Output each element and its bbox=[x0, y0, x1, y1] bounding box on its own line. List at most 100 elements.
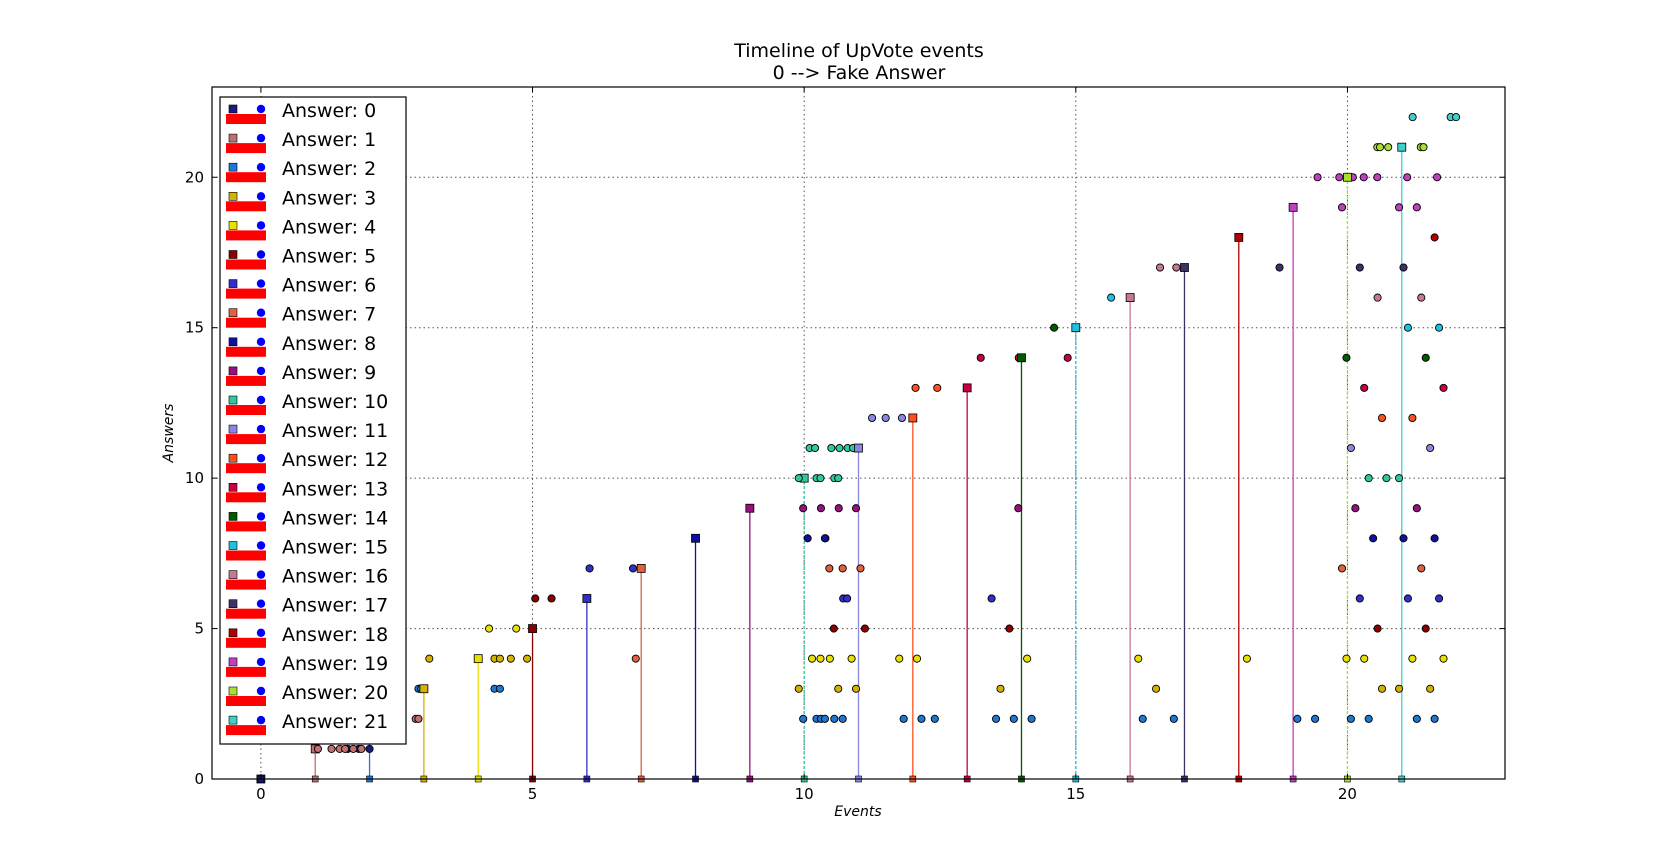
legend-square-swatch bbox=[228, 162, 238, 172]
upvote-point bbox=[1373, 293, 1382, 302]
upvote-point bbox=[868, 413, 877, 423]
legend-label: Answer: 2 bbox=[282, 158, 376, 180]
x-tick-label: 10 bbox=[795, 785, 814, 803]
legend-dot-swatch bbox=[256, 483, 266, 492]
legend-dot-swatch bbox=[256, 686, 266, 696]
legend-dot-swatch bbox=[256, 163, 266, 172]
legend-dot-swatch bbox=[256, 104, 266, 114]
upvote-point bbox=[425, 654, 434, 663]
legend-square-swatch bbox=[228, 104, 238, 114]
upvote-point bbox=[816, 504, 826, 513]
upvote-point bbox=[1419, 143, 1428, 152]
upvote-point bbox=[1375, 143, 1385, 152]
legend-line-swatch bbox=[226, 463, 266, 474]
upvote-point bbox=[917, 714, 926, 723]
legend-dot-swatch bbox=[256, 512, 266, 521]
plot-frame bbox=[211, 86, 1506, 780]
upvote-point bbox=[414, 714, 423, 723]
upvote-point bbox=[1364, 714, 1373, 723]
legend-square-swatch bbox=[228, 424, 238, 434]
upvote-point bbox=[1337, 564, 1347, 573]
answer-marker bbox=[582, 594, 592, 603]
upvote-point bbox=[1063, 353, 1072, 362]
upvote-point bbox=[1364, 474, 1373, 483]
legend-label: Answer: 18 bbox=[282, 624, 388, 646]
answer-stems bbox=[314, 147, 1403, 779]
upvote-point bbox=[810, 443, 820, 453]
upvote-point bbox=[628, 564, 638, 573]
upvote-point bbox=[834, 504, 843, 513]
upvote-point bbox=[1426, 684, 1435, 693]
upvote-point bbox=[820, 714, 829, 723]
upvote-point bbox=[895, 654, 904, 663]
legend-line-swatch bbox=[226, 288, 266, 299]
upvote-point bbox=[1373, 173, 1382, 182]
x-tick-label: 20 bbox=[1338, 785, 1357, 803]
upvote-point bbox=[803, 534, 812, 543]
legend-square-swatch bbox=[228, 512, 238, 521]
legend-line-swatch bbox=[226, 696, 266, 706]
upvote-point bbox=[313, 744, 322, 753]
upvote-point bbox=[357, 744, 366, 753]
upvote-point bbox=[1452, 113, 1461, 122]
legend-label: Answer: 5 bbox=[282, 246, 376, 268]
answer-marker bbox=[528, 624, 537, 633]
upvote-point bbox=[996, 684, 1005, 693]
legend-label: Answer: 1 bbox=[282, 129, 376, 151]
upvote-point bbox=[349, 744, 358, 753]
legend-dot-swatch bbox=[256, 250, 266, 259]
upvote-point bbox=[1005, 624, 1014, 633]
upvote-point bbox=[1355, 594, 1364, 603]
y-axis-label: Answers bbox=[161, 404, 177, 464]
upvote-point bbox=[829, 624, 838, 633]
legend-dot-swatch bbox=[256, 308, 266, 317]
legend-line-swatch bbox=[226, 434, 266, 445]
legend: Answer: 0 Answer: 1 Answer: 2 Answer: 3 Answ… bbox=[219, 96, 407, 745]
legend-label: Answer: 8 bbox=[282, 333, 376, 355]
answer-marker bbox=[1288, 202, 1298, 212]
legend-square-swatch bbox=[228, 337, 238, 347]
x-tick-label: 0 bbox=[256, 785, 266, 803]
upvote-point bbox=[881, 413, 890, 423]
upvote-point bbox=[1395, 684, 1404, 693]
legend-dot-swatch bbox=[256, 657, 266, 667]
upvote-point bbox=[1342, 654, 1351, 663]
upvote-point bbox=[1430, 714, 1439, 723]
legend-label: Answer: 9 bbox=[282, 362, 376, 384]
upvote-point bbox=[1408, 413, 1417, 423]
legend-line-swatch bbox=[226, 608, 266, 619]
legend-dot-swatch bbox=[256, 366, 266, 376]
legend-dot-swatch bbox=[256, 337, 266, 346]
legend-label: Answer: 21 bbox=[282, 711, 388, 733]
upvote-point bbox=[1377, 413, 1387, 423]
upvote-point bbox=[1435, 594, 1444, 603]
upvote-point bbox=[830, 714, 839, 723]
upvote-point bbox=[976, 353, 985, 362]
upvote-point bbox=[506, 654, 515, 663]
legend-label: Answer: 17 bbox=[282, 595, 388, 617]
answer-marker bbox=[745, 503, 755, 513]
legend-square-swatch bbox=[228, 395, 238, 405]
upvote-point bbox=[799, 504, 808, 513]
legend-line-swatch bbox=[226, 666, 266, 677]
chart-subtitle: 0 --> Fake Answer bbox=[773, 62, 946, 84]
upvote-point bbox=[930, 714, 939, 723]
upvote-point bbox=[1313, 173, 1322, 182]
legend-square-swatch bbox=[228, 221, 238, 230]
legend-dot-swatch bbox=[256, 279, 266, 288]
legend-square-swatch bbox=[228, 279, 238, 288]
legend-square-swatch bbox=[228, 192, 238, 201]
upvote-point bbox=[794, 684, 803, 693]
legend-line-swatch bbox=[226, 492, 266, 503]
answer-marker bbox=[1071, 323, 1081, 333]
legend-square-swatch bbox=[228, 570, 238, 579]
upvote-point bbox=[495, 684, 504, 693]
upvote-point bbox=[856, 564, 865, 573]
legend-label: Answer: 3 bbox=[282, 187, 376, 209]
upvote-point bbox=[1430, 233, 1439, 242]
answer-marker bbox=[854, 443, 863, 453]
answer-marker bbox=[1017, 353, 1026, 363]
legend-square-swatch bbox=[228, 308, 238, 318]
upvote-point bbox=[838, 564, 847, 573]
